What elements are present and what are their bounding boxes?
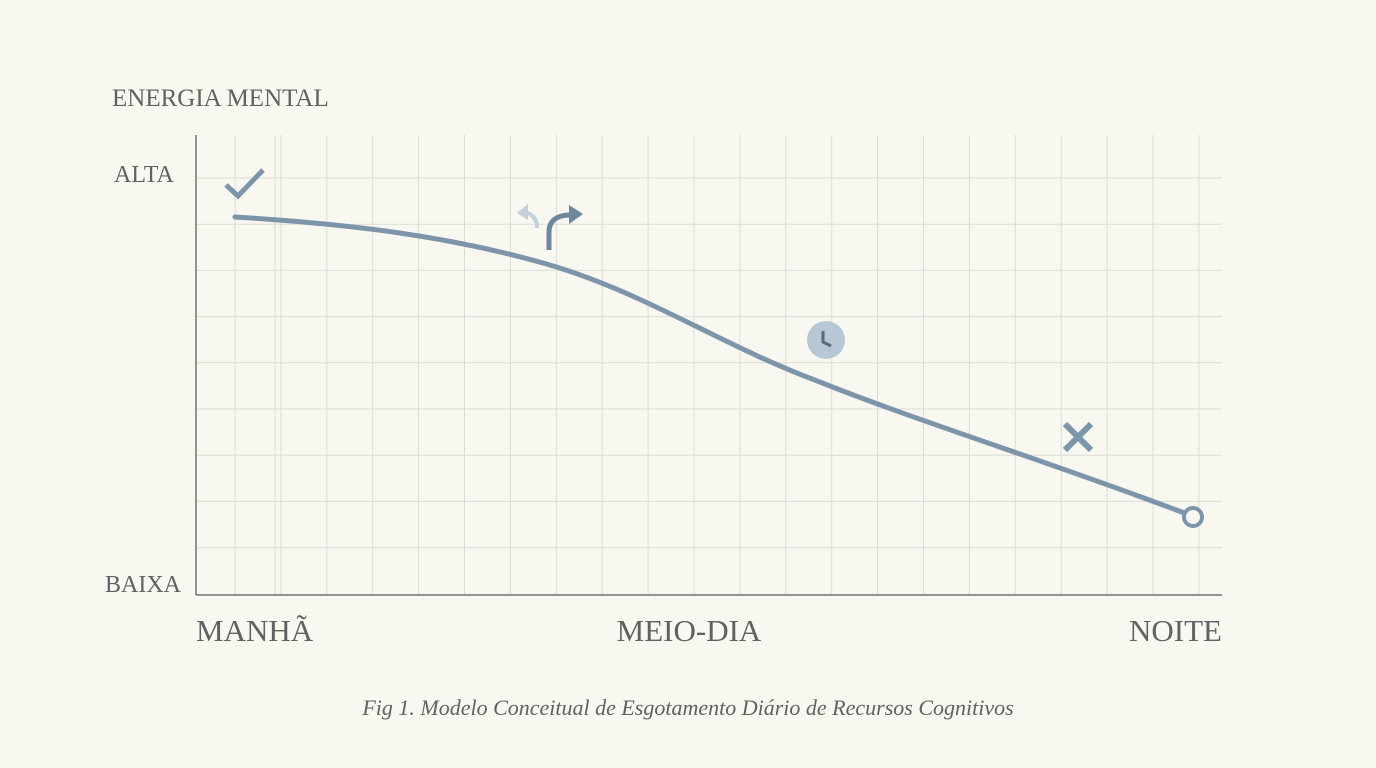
clock-icon <box>807 321 845 359</box>
y-label: BAIXA <box>105 572 182 598</box>
arrow-head <box>569 205 583 224</box>
arrow-head-faded <box>517 204 528 220</box>
x-label: NOITE <box>1129 613 1222 648</box>
caption: Fig 1. Modelo Conceitual de Esgotamento … <box>361 695 1013 720</box>
axis-title: ENERGIA MENTAL <box>112 85 329 112</box>
energy-curve <box>232 214 1190 517</box>
end-marker <box>1182 506 1204 528</box>
grid <box>196 135 1222 595</box>
check-icon <box>224 168 265 200</box>
clock-hands <box>821 331 832 348</box>
arrow-icon <box>546 212 571 250</box>
x-label: MEIO-DIA <box>617 613 762 648</box>
x-icon <box>1062 421 1094 453</box>
y-label: ALTA <box>114 162 175 188</box>
x-label: MANHÃ <box>196 613 314 648</box>
